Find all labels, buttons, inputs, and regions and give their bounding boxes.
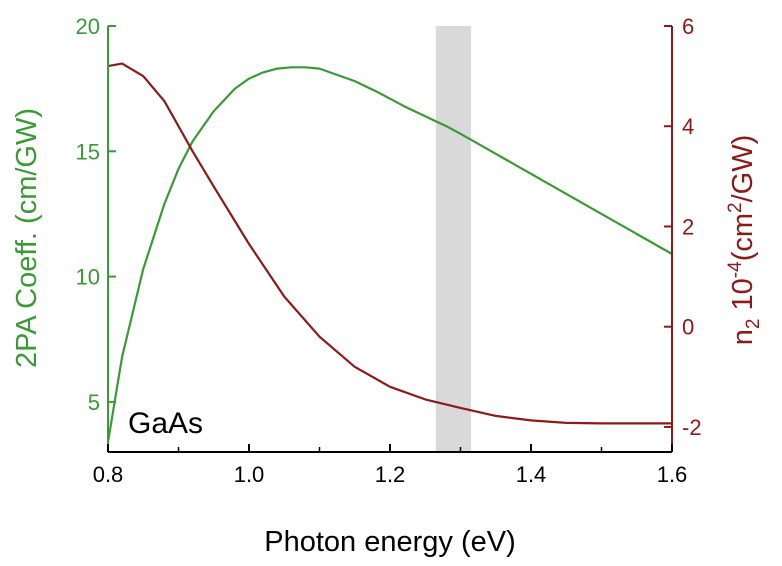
y-axis-right-title-n: n [727,329,759,345]
shaded-band [435,26,472,452]
x-tick-label: 1.6 [657,462,688,487]
series-2pa-line [106,66,673,443]
y-axis-right-title: n2 10-4(cm2/GW) [725,135,764,346]
y-axis-right-title-sup2: 2 [725,202,746,213]
annotation-gaas: GaAs [128,407,203,440]
shaded-band-layer [435,26,472,452]
y-right-tick-label: 0 [682,315,694,340]
y-left-tick-label: 20 [76,14,100,39]
y-axis-right-title-end: /GW) [727,135,759,203]
y-axis-right-title-sub: 2 [743,319,764,330]
x-axis-title: Photon energy (eV) [264,526,515,558]
x-tick-label: 1.0 [234,462,265,487]
y-axis-right-title-mid2: (cm [727,213,759,261]
y-right-tick-label: 6 [682,14,694,39]
y-left-tick-label: 15 [76,139,100,164]
axes-layer [107,26,673,453]
series-layer [106,62,673,443]
ticks-layer: 0.8 1.0 1.2 1.4 1.6 5 10 15 20 -2 0 2 4 6 [76,14,702,487]
y-right-tick-label: 4 [682,114,694,139]
y-right-tick-label: 2 [682,214,694,239]
y-axis-left-title: 2PA Coeff. (cm/GW) [11,108,43,368]
y-axis-right-title-sup1: -4 [725,261,746,278]
series-n2-line [107,62,672,425]
y-axis-right-title-mid: 10 [727,278,759,318]
y-right-tick-label: -2 [682,415,702,440]
x-tick-label: 0.8 [93,462,124,487]
x-tick-label: 1.4 [516,462,547,487]
y-left-tick-label: 10 [76,265,100,290]
y-left-tick-label: 5 [88,390,100,415]
x-tick-label: 1.2 [375,462,406,487]
